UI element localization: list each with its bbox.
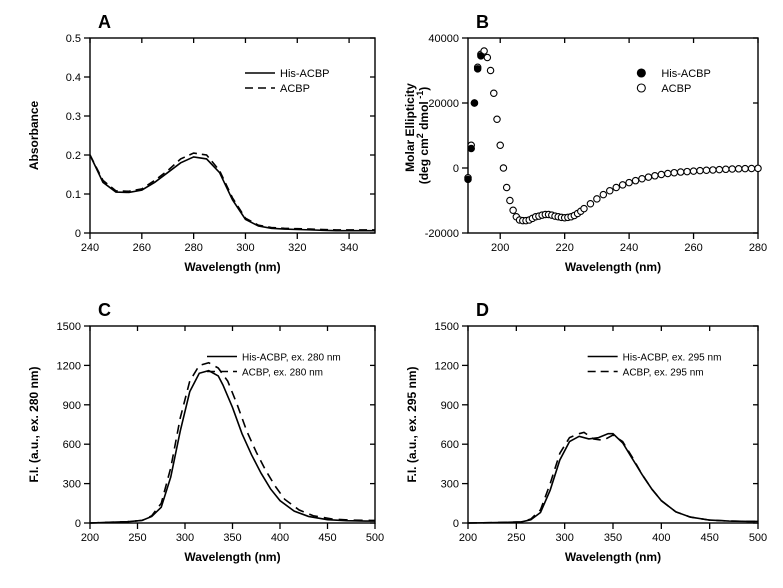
panel-a: A 240 260 280 300 320 340 0 0.1 0.2 0.3 0.4 0.5 Wavel…	[20, 10, 390, 288]
svg-text:300: 300	[176, 532, 194, 544]
panel-d: D 200 250 300 350 400 450 500 0 300 600 900 1200 1500…	[398, 298, 773, 578]
svg-text:500: 500	[749, 532, 767, 544]
svg-text:400: 400	[271, 532, 289, 544]
svg-text:0: 0	[75, 228, 81, 240]
svg-text:1500: 1500	[435, 321, 459, 333]
svg-text:220: 220	[555, 242, 573, 254]
svg-text:260: 260	[133, 242, 151, 254]
svg-text:450: 450	[700, 532, 718, 544]
svg-text:320: 320	[288, 242, 306, 254]
svg-text:Wavelength (nm): Wavelength (nm)	[565, 550, 661, 564]
svg-text:240: 240	[620, 242, 638, 254]
svg-text:ACBP, ex. 280 nm: ACBP, ex. 280 nm	[242, 367, 323, 378]
svg-text:0: 0	[453, 518, 459, 530]
svg-text:His-ACBP, ex. 280 nm: His-ACBP, ex. 280 nm	[242, 352, 341, 363]
svg-text:1200: 1200	[435, 360, 459, 372]
svg-text:0.1: 0.1	[66, 189, 81, 201]
svg-text:Wavelength (nm): Wavelength (nm)	[184, 260, 280, 274]
svg-text:F.I. (a.u., ex. 295 nm): F.I. (a.u., ex. 295 nm)	[405, 366, 419, 482]
svg-text:260: 260	[684, 242, 702, 254]
svg-text:280: 280	[749, 242, 767, 254]
svg-text:200: 200	[491, 242, 509, 254]
svg-text:Wavelength (nm): Wavelength (nm)	[565, 260, 661, 274]
svg-text:340: 340	[340, 242, 358, 254]
svg-text:450: 450	[318, 532, 336, 544]
svg-text:ACBP, ex. 295 nm: ACBP, ex. 295 nm	[623, 367, 704, 378]
svg-text:300: 300	[236, 242, 254, 254]
svg-text:His-ACBP, ex. 295 nm: His-ACBP, ex. 295 nm	[623, 352, 722, 363]
svg-text:0.2: 0.2	[66, 150, 81, 162]
svg-text:20000: 20000	[428, 98, 459, 110]
figure-container: A 240 260 280 300 320 340 0 0.1 0.2 0.3 0.4 0.5 Wavel…	[0, 0, 783, 588]
svg-text:280: 280	[184, 242, 202, 254]
svg-text:350: 350	[223, 532, 241, 544]
svg-text:250: 250	[507, 532, 525, 544]
svg-text:900: 900	[441, 400, 459, 412]
svg-text:1500: 1500	[57, 321, 81, 333]
svg-text:A: A	[98, 12, 111, 32]
svg-text:ACBP: ACBP	[280, 83, 310, 95]
svg-text:His-ACBP: His-ACBP	[280, 68, 330, 80]
svg-text:240: 240	[81, 242, 99, 254]
svg-text:1200: 1200	[57, 360, 81, 372]
svg-text:-20000: -20000	[425, 228, 459, 240]
svg-text:600: 600	[63, 439, 81, 451]
svg-text:500: 500	[366, 532, 384, 544]
svg-text:F.I. (a.u., ex. 280 nm): F.I. (a.u., ex. 280 nm)	[27, 366, 41, 482]
svg-text:300: 300	[555, 532, 573, 544]
svg-text:0.4: 0.4	[66, 72, 81, 84]
svg-text:0.3: 0.3	[66, 111, 81, 123]
svg-text:600: 600	[441, 439, 459, 451]
svg-text:ACBP: ACBP	[661, 83, 691, 95]
svg-text:300: 300	[441, 479, 459, 491]
svg-text:(deg cm2 dmol -1): (deg cm2 dmol -1)	[415, 87, 431, 185]
svg-text:0.5: 0.5	[66, 33, 81, 45]
svg-text:200: 200	[459, 532, 477, 544]
svg-text:D: D	[476, 300, 489, 320]
svg-text:His-ACBP: His-ACBP	[661, 68, 711, 80]
svg-text:300: 300	[63, 479, 81, 491]
svg-text:Wavelength (nm): Wavelength (nm)	[184, 550, 280, 564]
svg-text:350: 350	[604, 532, 622, 544]
panel-b: B 200 220 240 260 280 -20000 0 20000 40000 Wavelen…	[398, 10, 773, 288]
svg-text:0: 0	[453, 163, 459, 175]
svg-text:B: B	[476, 12, 489, 32]
svg-text:Absorbance: Absorbance	[27, 101, 41, 171]
panel-c: C 200 250 300 350 400 450 500 0 300 600 900 1200 1500…	[20, 298, 390, 578]
svg-text:200: 200	[81, 532, 99, 544]
svg-text:0: 0	[75, 518, 81, 530]
svg-text:400: 400	[652, 532, 670, 544]
svg-text:250: 250	[128, 532, 146, 544]
svg-text:900: 900	[63, 400, 81, 412]
svg-text:C: C	[98, 300, 111, 320]
svg-text:40000: 40000	[428, 33, 459, 45]
